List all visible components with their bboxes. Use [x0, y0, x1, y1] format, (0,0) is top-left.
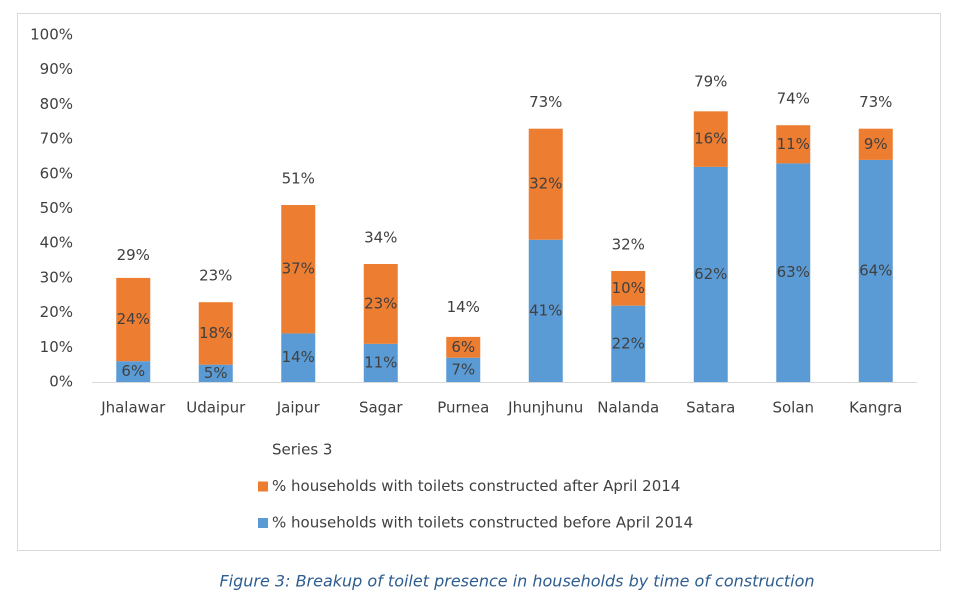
legend-label: % households with toilets constructed be… — [272, 514, 693, 532]
total-label: 32% — [612, 235, 645, 253]
x-tick-label: Udaipur — [186, 399, 246, 417]
bar-segment — [776, 163, 811, 382]
bar-segment — [116, 361, 151, 382]
y-tick-label: 90% — [40, 60, 73, 78]
bar-segment — [858, 159, 893, 382]
total-label: 74% — [777, 90, 810, 108]
total-label: 34% — [364, 229, 397, 247]
y-tick-label: 100% — [30, 26, 73, 44]
bar-segment — [611, 305, 646, 382]
y-tick-label: 0% — [49, 373, 73, 391]
caption: Figure 3: Breakup of toilet presence in … — [219, 572, 814, 591]
data-label: 14% — [282, 348, 315, 366]
bar-segment — [198, 364, 233, 382]
y-tick-label: 10% — [40, 338, 73, 356]
bar-segment — [281, 205, 316, 334]
total-label: 23% — [199, 267, 232, 285]
bar-segment — [281, 333, 316, 382]
total-label: 51% — [282, 170, 315, 188]
x-tick-label: Purnea — [437, 399, 489, 417]
x-tick-label: Kangra — [849, 399, 902, 417]
data-label: 24% — [117, 310, 150, 328]
legend-label: % households with toilets constructed af… — [272, 477, 680, 495]
data-label: 6% — [451, 338, 475, 356]
data-label: 18% — [199, 324, 232, 342]
bar-segment — [611, 270, 646, 306]
x-tick-label: Solan — [772, 399, 814, 417]
data-label: 11% — [777, 135, 810, 153]
data-label: 64% — [859, 261, 892, 279]
data-label: 41% — [529, 301, 562, 319]
data-label: 22% — [612, 334, 645, 352]
data-label: 6% — [121, 362, 145, 380]
bar-segment — [776, 125, 811, 164]
y-tick-label: 50% — [40, 199, 73, 217]
y-tick-label: 60% — [40, 164, 73, 182]
data-label: 10% — [612, 279, 645, 297]
bar-segment — [858, 128, 893, 160]
total-label: 73% — [529, 93, 562, 111]
x-tick-label: Satara — [686, 399, 735, 417]
data-label: 37% — [282, 260, 315, 278]
data-label: 7% — [451, 360, 475, 378]
data-label: 5% — [204, 364, 228, 382]
bar-segment — [116, 277, 151, 362]
legend-swatch — [258, 518, 268, 528]
data-label: 62% — [694, 265, 727, 283]
total-label: 79% — [694, 72, 727, 90]
legend-label: Series 3 — [272, 441, 332, 459]
x-tick-label: Jhunjhunu — [507, 399, 583, 417]
bar-segment — [198, 302, 233, 365]
x-tick-label: Jhalawar — [100, 399, 166, 417]
y-tick-label: 30% — [40, 268, 73, 286]
data-label: 23% — [364, 294, 397, 312]
bar-segment — [363, 264, 398, 344]
y-tick-label: 40% — [40, 234, 73, 252]
total-label: 73% — [859, 93, 892, 111]
bar-segment — [528, 128, 563, 240]
bar-segment — [363, 343, 398, 382]
total-label: 14% — [447, 298, 480, 316]
y-tick-label: 20% — [40, 303, 73, 321]
bar-segment — [693, 111, 728, 167]
data-label: 11% — [364, 353, 397, 371]
x-tick-label: Sagar — [359, 399, 403, 417]
x-tick-label: Jaipur — [276, 399, 321, 417]
y-tick-label: 70% — [40, 130, 73, 148]
x-tick-label: Nalanda — [597, 399, 659, 417]
bar-segment — [446, 336, 481, 358]
total-label: 29% — [117, 246, 150, 264]
legend-swatch — [258, 481, 268, 492]
data-label: 9% — [864, 135, 888, 153]
data-label: 32% — [529, 175, 562, 193]
bar-segment — [528, 239, 563, 382]
bar-segment — [446, 357, 481, 382]
y-tick-label: 80% — [40, 95, 73, 113]
bar-segment — [693, 166, 728, 382]
data-label: 63% — [777, 263, 810, 281]
data-label: 16% — [694, 130, 727, 148]
